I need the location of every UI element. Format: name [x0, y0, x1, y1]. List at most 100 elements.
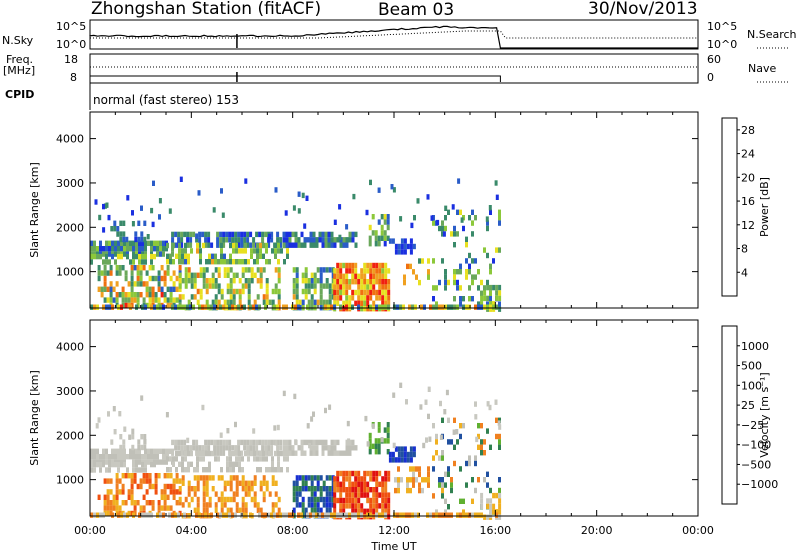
range-cell	[184, 242, 187, 249]
range-cell	[181, 253, 184, 259]
range-cell	[274, 288, 278, 295]
range-cell	[156, 240, 159, 246]
range-cell	[274, 248, 277, 254]
range-cell	[129, 259, 132, 265]
range-cell	[153, 253, 156, 260]
range-cell	[175, 275, 179, 282]
range-cell	[256, 267, 260, 273]
range-cell	[226, 272, 230, 278]
range-cell	[265, 283, 269, 289]
range-cell	[109, 297, 113, 303]
range-cell	[241, 267, 245, 273]
range-cell	[489, 209, 492, 215]
range-cell	[444, 279, 447, 286]
range-cell	[304, 278, 308, 284]
range-cell	[262, 496, 266, 503]
range-cell	[400, 238, 404, 244]
range-cell	[115, 478, 119, 484]
range-cell	[330, 242, 334, 248]
range-cell	[450, 304, 453, 310]
x-tick-label: 00:00	[74, 524, 106, 537]
range-cell	[371, 214, 375, 220]
range-cell	[172, 297, 176, 303]
range-cell	[202, 272, 206, 278]
range-cell	[357, 284, 361, 290]
range-cell	[277, 496, 281, 503]
range-cell	[208, 259, 211, 265]
range-cell	[345, 503, 349, 509]
range-cell	[345, 512, 348, 518]
range-cell	[418, 487, 421, 494]
range-cell	[131, 210, 134, 216]
range-cell	[480, 512, 483, 518]
range-cell	[474, 401, 477, 407]
range-cell	[160, 292, 164, 298]
range-cell	[381, 492, 385, 498]
range-cell	[231, 304, 234, 310]
range-cell	[377, 443, 381, 449]
range-cell	[295, 278, 299, 284]
range-cell	[96, 448, 99, 454]
nave-label: Nave	[748, 62, 777, 75]
range-cell	[432, 512, 435, 518]
range-cell	[178, 478, 182, 484]
range-cell	[214, 294, 218, 300]
range-cell	[304, 480, 308, 486]
range-cell	[175, 489, 179, 495]
range-cell	[480, 304, 483, 310]
range-cell	[354, 289, 358, 296]
range-cell	[363, 476, 367, 482]
range-cell	[351, 492, 355, 498]
range-cell	[114, 259, 117, 265]
range-cell	[241, 259, 244, 265]
range-cell	[105, 246, 108, 252]
range-cell	[465, 304, 468, 310]
range-cell	[262, 480, 266, 486]
range-cell	[216, 237, 220, 243]
range-cell	[115, 281, 119, 287]
range-cell	[313, 272, 317, 278]
range-cell	[394, 446, 398, 452]
range-cell	[136, 297, 140, 303]
range-cell	[120, 448, 123, 454]
range-cell	[148, 265, 152, 271]
range-cell	[151, 505, 155, 511]
range-cell	[219, 237, 223, 243]
range-cell	[348, 300, 352, 306]
range-cell	[253, 456, 256, 462]
range-cell	[118, 270, 122, 276]
range-cell	[351, 268, 355, 274]
range-cell	[412, 451, 416, 458]
range-cell	[498, 492, 502, 499]
range-cell	[181, 461, 184, 467]
range-cell	[319, 507, 323, 513]
range-cell	[195, 237, 199, 243]
range-cell	[453, 279, 456, 286]
range-cell	[220, 502, 224, 508]
range-cell	[264, 450, 268, 456]
range-cell	[313, 288, 317, 295]
range-cell	[193, 272, 197, 278]
range-cell	[396, 512, 399, 518]
range-cell	[180, 231, 184, 238]
range-cell	[369, 289, 373, 296]
range-cell	[375, 497, 379, 504]
range-cell	[298, 475, 302, 481]
range-cell	[351, 237, 355, 243]
range-cell	[345, 279, 349, 285]
range-cell	[114, 240, 117, 246]
range-cell	[136, 270, 140, 276]
range-cell	[345, 476, 349, 482]
range-cell	[99, 454, 102, 460]
x-tick-label: 20:00	[581, 524, 613, 537]
range-cell	[113, 226, 117, 232]
range-cell	[105, 259, 108, 265]
range-cell	[324, 445, 328, 451]
range-cell	[304, 283, 308, 289]
range-cell	[313, 278, 317, 284]
range-cell	[181, 475, 185, 481]
range-cell	[232, 278, 236, 284]
range-cell	[140, 444, 144, 451]
range-cell	[159, 512, 162, 518]
